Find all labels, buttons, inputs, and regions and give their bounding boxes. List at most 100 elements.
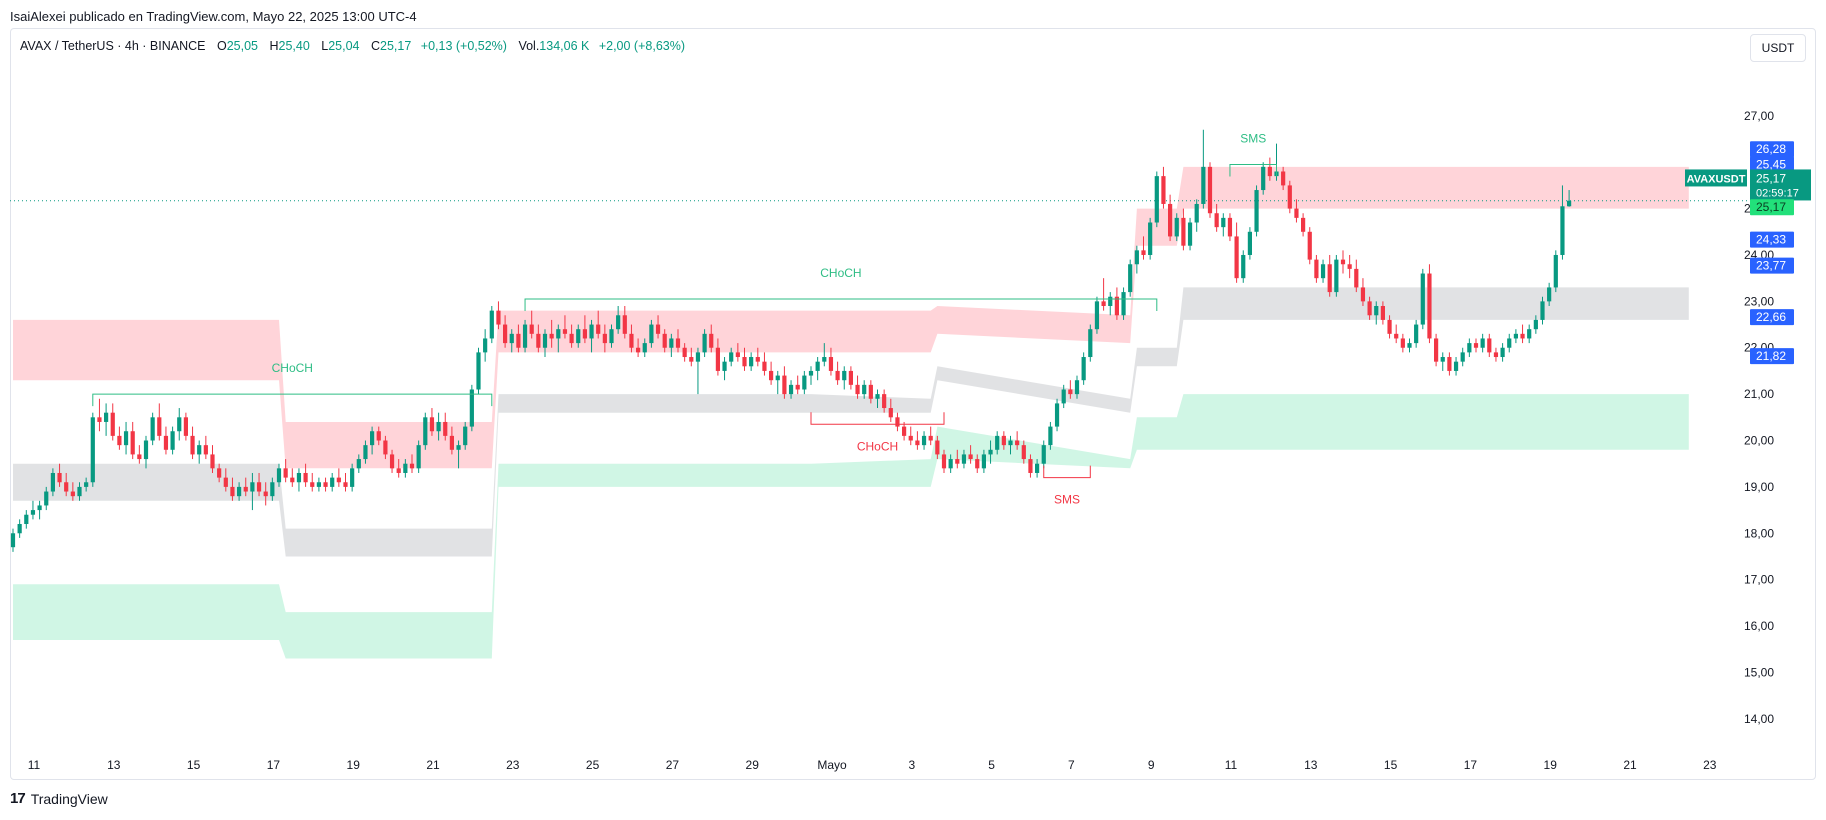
candle-body [350,468,355,487]
x-tick-label: 15 [1384,758,1398,772]
candle-body [396,468,401,473]
candle-body [256,482,262,492]
annotation-sms: SMS [1054,493,1080,507]
currency-unit-button[interactable]: USDT [1750,34,1806,62]
x-tick-label: 27 [666,758,680,772]
candle-body [908,435,913,441]
close-label: C [370,39,381,53]
candlestick-chart[interactable]: 14,00 15,00 16,00 17,00 18,00 19,00 20,00 21,00… [0,0,1826,790]
countdown-timer: 02:59:17 [1756,187,1799,199]
candle-body [97,417,102,422]
last-price-tag [1750,169,1811,201]
symbol-label[interactable]: AVAX / TetherUS · 4h · BINANCE [20,39,206,53]
candle-body [1254,190,1259,232]
footer: 17 TradingView [10,790,108,807]
candle-body [84,482,89,487]
candle-body [616,315,621,330]
candle-body [323,482,328,487]
candle-body [403,463,408,473]
candle-body [50,472,55,492]
candle-body [1420,273,1425,325]
candle-body [1214,213,1219,228]
volume-value: 134,06 K [539,39,590,53]
candle-body [330,477,335,487]
candle-body [842,370,847,381]
candle-body [788,384,794,395]
candle-body [1360,287,1366,302]
candle-body [1540,301,1545,320]
candle-body [1414,324,1419,344]
candle-body [961,454,967,464]
candle-body [556,329,561,339]
candle-body [1074,380,1080,395]
candle-body [988,449,993,455]
candle-body [709,333,714,348]
candle-body [769,370,774,381]
candle-body [70,491,75,497]
candle-body [190,435,195,455]
annotation-sms: SMS [1240,132,1266,146]
candle-body [649,324,654,344]
candle-body [609,329,614,344]
candle-body [130,431,135,455]
candle-body [941,454,947,469]
candle-body [975,459,980,469]
x-tick-label: 13 [107,758,121,772]
candle-body [1294,208,1299,218]
y-tick-label: 23,00 [1744,294,1774,308]
price-tag-label: 25,45 [1756,158,1786,172]
candle-body [456,445,461,450]
candle-body [729,352,734,362]
structure-line-choch [524,298,1158,312]
candle-body [183,417,188,436]
candle-body [1380,306,1385,320]
candle-body [163,435,169,450]
candle-body [1560,206,1565,255]
candle-body [416,445,421,469]
candle-body [1513,333,1518,339]
candle-body [1307,231,1312,260]
candle-body [1387,319,1392,334]
candle-body [529,324,534,334]
candle-body [1108,296,1113,306]
candle-body [888,408,893,418]
candle-body [1001,435,1006,446]
change-value: +0,13 (+0,52%) [420,39,507,53]
y-tick-label: 27,00 [1744,109,1774,123]
candle-body [536,333,541,348]
candle-body [1227,217,1233,237]
candle-body [230,486,235,497]
candle-body [383,440,388,455]
candle-body [343,482,348,487]
candle-body [1114,296,1119,316]
price-tag [1750,348,1794,365]
candle-body [356,459,361,469]
symbol-tag-label: AVAXUSDT [1687,173,1746,185]
candle-body [117,435,122,446]
x-tick-label: 17 [267,758,281,772]
candle-body [715,347,720,371]
candle-body [1527,329,1532,339]
candle-body [30,510,36,515]
x-tick-label: 5 [988,758,995,772]
candle-body [409,463,415,469]
candle-body [1161,176,1166,204]
zone-green [13,394,1689,659]
candle-body [735,352,740,358]
candle-body [596,324,601,334]
candle-body [622,315,627,334]
candle-body [822,357,827,362]
candle-body [270,482,275,497]
candle-body [689,357,694,362]
candle-body [336,477,341,483]
y-tick-label: 21,00 [1744,387,1774,401]
candle-body [1174,217,1179,237]
candle-body [110,412,115,436]
structure-line-choch [92,393,493,407]
candle-body [503,324,508,344]
candle-body [636,347,641,353]
tradingview-logo-icon[interactable]: 17 [10,790,26,807]
candle-body [928,435,933,441]
candle-body [64,482,69,492]
candle-body [1301,217,1306,232]
